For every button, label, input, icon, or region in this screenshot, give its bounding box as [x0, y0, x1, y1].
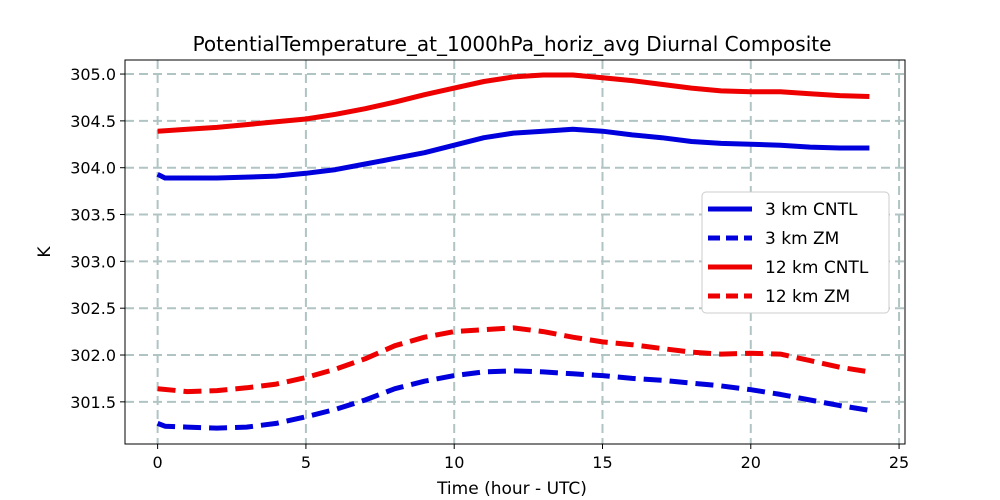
x-tick-label: 25	[889, 453, 909, 472]
legend-label-12-km-cntl: 12 km CNTL	[765, 258, 869, 278]
series-line-3-km-zm	[156, 368, 870, 431]
y-tick-label: 304.0	[70, 159, 116, 178]
y-axis-label: K	[35, 246, 55, 258]
legend-label-3-km-cntl: 3 km CNTL	[765, 200, 858, 220]
series-line-3-km-cntl	[156, 126, 870, 181]
y-tick-label: 304.5	[70, 112, 116, 131]
legend-box	[701, 191, 890, 314]
y-tick-label: 303.5	[70, 206, 116, 225]
x-tick-label: 5	[301, 453, 311, 472]
y-tick-label: 305.0	[70, 65, 116, 84]
chart-title: PotentialTemperature_at_1000hPa_horiz_av…	[193, 32, 832, 56]
series-line-12-km-zm	[157, 325, 870, 395]
plot-area	[124, 59, 906, 445]
y-tick-label: 302.0	[70, 346, 116, 365]
x-axis-label: Time (hour - UTC)	[436, 479, 587, 499]
y-tick-label: 301.5	[70, 393, 116, 412]
y-tick-label: 302.5	[70, 299, 116, 318]
legend-label-3-km-zm: 3 km ZM	[765, 229, 839, 249]
x-tick-label: 20	[741, 453, 761, 472]
x-tick-label: 15	[592, 453, 612, 472]
y-tick-label: 303.0	[70, 252, 116, 271]
x-tick-label: 10	[444, 453, 464, 472]
legend: 3 km CNTL 3 km ZM 12 km CNTL 12 km ZM	[701, 191, 890, 314]
series-line-12-km-cntl	[157, 72, 870, 134]
x-tick-label: 0	[153, 453, 163, 472]
legend-label-12-km-zm: 12 km ZM	[765, 287, 850, 307]
